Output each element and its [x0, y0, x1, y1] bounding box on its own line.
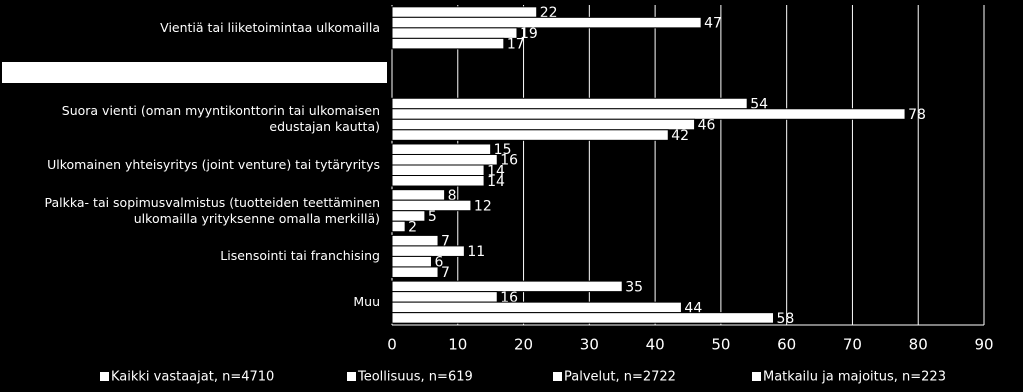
highlight-box [2, 62, 387, 83]
legend-label: Palvelut, n=2722 [564, 370, 676, 385]
x-tick-label: 10 [448, 336, 467, 354]
data-label: 14 [487, 174, 505, 190]
bar [391, 16, 702, 29]
bar [391, 129, 669, 141]
data-label: 58 [777, 311, 795, 327]
legend-swatch [752, 372, 761, 381]
bar [391, 266, 439, 278]
x-tick-label: 50 [711, 336, 730, 354]
legend-label: Teollisuus, n=619 [357, 370, 473, 385]
x-tick-label: 90 [974, 336, 993, 354]
data-label: 2 [408, 219, 417, 235]
data-label: 78 [908, 107, 926, 123]
data-label: 42 [671, 128, 689, 144]
x-tick-label: 0 [387, 336, 397, 354]
data-label: 17 [507, 37, 525, 53]
data-label: 11 [467, 244, 485, 260]
legend-swatch [553, 372, 562, 381]
category-label: Vientiä tai liiketoimintaa ulkomailla [160, 19, 380, 35]
legend-label: Matkailu ja majoitus, n=223 [763, 370, 946, 385]
bar [391, 189, 446, 201]
bar [391, 255, 432, 268]
data-label: 8 [448, 188, 457, 204]
bar [391, 291, 498, 303]
data-label: 6 [434, 255, 443, 271]
bar [391, 245, 465, 257]
bar [391, 97, 748, 110]
bar [391, 118, 696, 131]
bar [391, 27, 518, 39]
legend-label: Kaikki vastaajat, n=4710 [111, 370, 274, 385]
category-label: Suora vienti (oman myyntikonttorin tai u… [61, 103, 380, 135]
bar [391, 175, 485, 187]
legend-swatch [347, 372, 356, 381]
bar [391, 108, 906, 120]
data-label: 19 [520, 26, 538, 42]
bar [391, 301, 682, 314]
x-tick-label: 70 [843, 336, 862, 354]
x-tick-label: 40 [646, 336, 665, 354]
data-label: 46 [698, 118, 716, 134]
category-label: Muu [353, 294, 380, 310]
x-tick-label: 30 [580, 336, 599, 354]
bar [391, 164, 485, 177]
category-label: Lisensointi tai franchising [220, 248, 380, 264]
data-label: 7 [441, 265, 450, 281]
legend-swatch [100, 372, 109, 381]
category-label: Palkka- tai sopimusvalmistus (tuotteiden… [44, 194, 380, 226]
data-label: 35 [625, 279, 643, 295]
data-label: 5 [428, 209, 437, 225]
category-label: Ulkomainen yhteisyritys (joint venture) … [47, 157, 380, 172]
bar [391, 312, 775, 324]
data-label: 16 [500, 153, 518, 169]
bar [391, 280, 623, 293]
x-tick-label: 20 [514, 336, 533, 354]
data-label: 47 [704, 16, 722, 32]
bar [391, 6, 538, 18]
bar [391, 199, 472, 212]
bar [391, 153, 498, 166]
data-label: 12 [474, 198, 492, 214]
bar [391, 220, 406, 233]
bar [391, 210, 426, 222]
bar [391, 143, 492, 155]
x-tick-label: 80 [909, 336, 928, 354]
data-label: 7 [441, 234, 450, 250]
data-label: 14 [487, 163, 505, 179]
bar [391, 234, 439, 247]
bar [391, 37, 505, 50]
x-tick-label: 60 [777, 336, 796, 354]
data-label: 15 [494, 142, 512, 158]
